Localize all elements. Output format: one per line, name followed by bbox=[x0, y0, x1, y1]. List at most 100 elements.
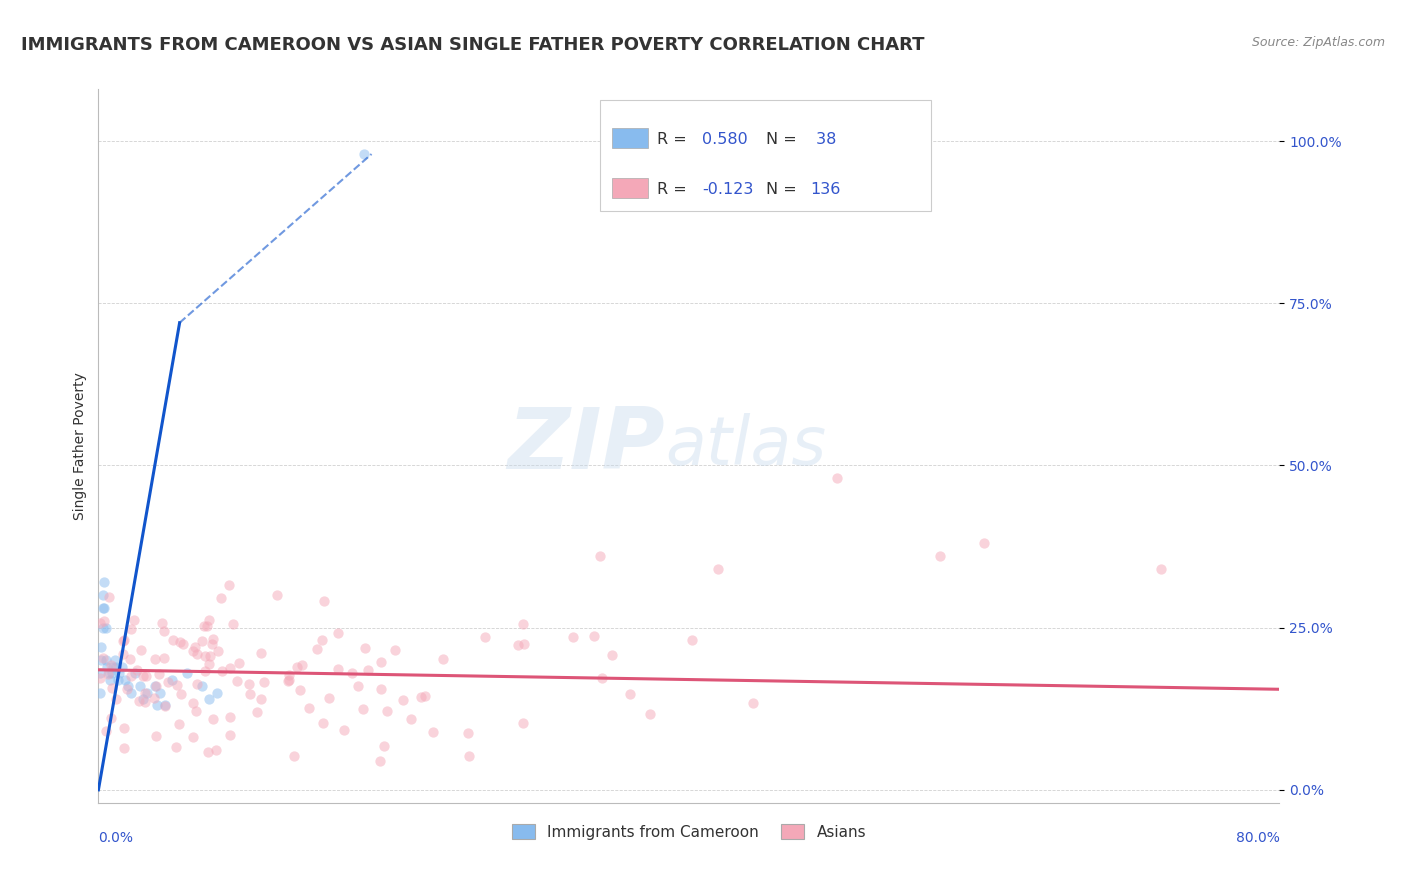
Point bbox=[384, 643, 406, 657]
Point bbox=[89, 666, 111, 681]
Text: R =: R = bbox=[657, 132, 692, 146]
Y-axis label: Single Father Poverty: Single Father Poverty bbox=[73, 372, 87, 520]
Point bbox=[311, 632, 333, 647]
Point bbox=[145, 679, 167, 693]
Point bbox=[198, 692, 221, 706]
Point bbox=[149, 685, 172, 699]
Point bbox=[287, 660, 309, 674]
Point bbox=[124, 666, 146, 681]
Point bbox=[128, 693, 150, 707]
Point bbox=[205, 743, 228, 757]
Point bbox=[184, 640, 207, 654]
Point bbox=[108, 666, 131, 681]
Point bbox=[249, 646, 271, 660]
Point bbox=[228, 657, 250, 671]
Point bbox=[93, 614, 115, 628]
Point bbox=[89, 671, 111, 685]
Text: 80.0%: 80.0% bbox=[1236, 831, 1279, 846]
Point bbox=[145, 729, 167, 743]
Text: Source: ZipAtlas.com: Source: ZipAtlas.com bbox=[1251, 36, 1385, 49]
Point bbox=[104, 653, 127, 667]
Point bbox=[167, 716, 190, 731]
Point bbox=[165, 739, 187, 754]
Point bbox=[120, 652, 142, 666]
Point bbox=[742, 697, 765, 711]
Point bbox=[122, 613, 145, 627]
Point bbox=[512, 616, 534, 631]
Point bbox=[176, 666, 198, 681]
Point bbox=[278, 668, 301, 682]
Point bbox=[354, 640, 377, 655]
Point bbox=[409, 690, 432, 705]
Point bbox=[190, 633, 212, 648]
Point bbox=[135, 669, 157, 683]
Point bbox=[1150, 562, 1173, 576]
Point bbox=[129, 643, 152, 657]
Point bbox=[197, 613, 219, 627]
Text: 136: 136 bbox=[811, 182, 841, 196]
Point bbox=[181, 730, 204, 744]
Point bbox=[591, 671, 613, 685]
Text: N =: N = bbox=[766, 132, 801, 146]
Point bbox=[218, 728, 240, 742]
Point bbox=[91, 651, 114, 665]
Point bbox=[202, 712, 225, 726]
Point bbox=[183, 644, 205, 658]
Point bbox=[195, 618, 218, 632]
Point bbox=[422, 724, 444, 739]
Point bbox=[132, 669, 155, 683]
Point bbox=[128, 679, 150, 693]
Point bbox=[142, 691, 165, 706]
Point bbox=[89, 685, 111, 699]
Point bbox=[156, 674, 179, 689]
Point bbox=[94, 621, 117, 635]
Point bbox=[288, 682, 311, 697]
Point bbox=[100, 666, 122, 681]
Text: N =: N = bbox=[766, 182, 801, 196]
Point bbox=[207, 644, 229, 658]
Point bbox=[97, 590, 120, 604]
Point bbox=[146, 698, 169, 713]
Text: -0.123: -0.123 bbox=[702, 182, 754, 196]
Point bbox=[619, 688, 641, 702]
Point bbox=[326, 625, 349, 640]
Point bbox=[201, 637, 224, 651]
Point bbox=[183, 696, 205, 710]
Point bbox=[166, 677, 188, 691]
Point bbox=[312, 716, 335, 731]
Point bbox=[825, 471, 848, 485]
Point bbox=[375, 704, 398, 718]
Point bbox=[205, 685, 228, 699]
Point bbox=[114, 721, 136, 735]
Point bbox=[707, 562, 730, 576]
Point bbox=[100, 711, 122, 725]
Text: atlas: atlas bbox=[665, 413, 827, 479]
Point bbox=[91, 601, 114, 615]
Point bbox=[638, 706, 661, 721]
Point bbox=[370, 754, 392, 768]
Point bbox=[104, 692, 127, 706]
Point bbox=[100, 681, 122, 695]
Point bbox=[97, 666, 120, 681]
Point bbox=[225, 674, 247, 689]
Point bbox=[105, 659, 128, 673]
Point bbox=[112, 740, 135, 755]
Point bbox=[392, 693, 415, 707]
Point bbox=[111, 634, 134, 648]
Point bbox=[218, 661, 240, 675]
Point bbox=[162, 633, 184, 648]
Point bbox=[184, 704, 207, 718]
Text: 38: 38 bbox=[811, 132, 837, 146]
Point bbox=[201, 632, 224, 646]
Point bbox=[238, 677, 260, 691]
Point bbox=[170, 687, 193, 701]
Point bbox=[307, 642, 329, 657]
Point bbox=[114, 673, 136, 687]
Point bbox=[373, 739, 395, 753]
Text: IMMIGRANTS FROM CAMEROON VS ASIAN SINGLE FATHER POVERTY CORRELATION CHART: IMMIGRANTS FROM CAMEROON VS ASIAN SINGLE… bbox=[21, 36, 925, 54]
Point bbox=[194, 664, 217, 678]
Point bbox=[413, 689, 436, 703]
Point bbox=[112, 632, 135, 647]
Point bbox=[111, 659, 134, 673]
Point bbox=[458, 749, 481, 764]
